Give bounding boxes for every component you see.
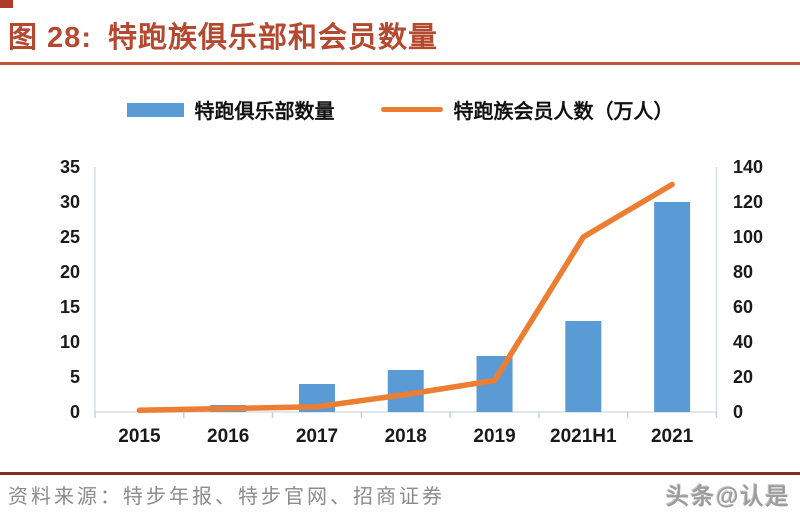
x-axis-label-2021H1: 2021H1 [550, 426, 617, 447]
figure-title: 图 28: 特跑族俱乐部和会员数量 [8, 14, 792, 56]
left-axis-label-10: 10 [60, 332, 80, 352]
watermark-text: 头条@认是 [666, 483, 791, 509]
member-count-line [136, 181, 675, 413]
x-axis-label-2016: 2016 [207, 426, 249, 447]
right-axis-label-40: 40 [733, 332, 753, 352]
source-divider-rule [0, 472, 800, 475]
left-axis-label-30: 30 [60, 192, 80, 212]
right-axis-label-60: 60 [733, 297, 753, 317]
corner-red-mark [0, 0, 13, 8]
legend-item-clubs: 特跑俱乐部数量 [126, 95, 335, 124]
chart-legend: 特跑俱乐部数量 特跑族会员人数（万人） [0, 95, 800, 124]
right-axis-label-80: 80 [733, 262, 753, 282]
legend-label-members: 特跑族会员人数（万人） [453, 101, 674, 123]
bar-2021H1 [565, 321, 602, 412]
figure-title-text: 特跑族俱乐部和会员数量 [107, 22, 438, 54]
right-axis-label-120: 120 [733, 192, 763, 212]
title-underline-rule [0, 62, 800, 65]
left-axis-label-35: 35 [60, 157, 80, 177]
left-axis-label-0: 0 [70, 402, 80, 422]
left-axis-label-25: 25 [60, 227, 80, 247]
right-axis-label-20: 20 [733, 367, 753, 387]
left-axis-label-5: 5 [70, 367, 80, 387]
combo-chart-canvas: 0 5 10 15 20 25 30 35 0 20 40 60 80 100 120 140 2015 2016… [0, 140, 800, 472]
figure-number-label: 图 28: [8, 22, 92, 54]
x-axis-label-2018: 2018 [385, 426, 427, 447]
line-series-swatch-icon [380, 107, 443, 112]
x-axis-label-2019: 2019 [473, 426, 515, 447]
x-axis-label-2021: 2021 [651, 426, 694, 447]
right-axis-label-0: 0 [733, 402, 743, 422]
bar-2021 [654, 202, 691, 412]
right-axis-label-100: 100 [733, 227, 763, 247]
chart-svg: 0 5 10 15 20 25 30 35 0 20 40 60 80 100 120 140 2015 2016… [60, 157, 763, 447]
left-axis-label-15: 15 [60, 297, 80, 317]
right-axis-label-140: 140 [733, 157, 763, 177]
legend-item-members: 特跑族会员人数（万人） [380, 95, 674, 124]
x-axis-label-2015: 2015 [118, 426, 161, 447]
left-axis-label-20: 20 [60, 262, 80, 282]
x-axis-label-2017: 2017 [296, 426, 338, 447]
bar-series-swatch-icon [126, 102, 184, 117]
data-source-note: 资料来源：特步年报、特步官网、招商证券 [8, 484, 445, 508]
legend-label-clubs: 特跑俱乐部数量 [194, 101, 335, 123]
